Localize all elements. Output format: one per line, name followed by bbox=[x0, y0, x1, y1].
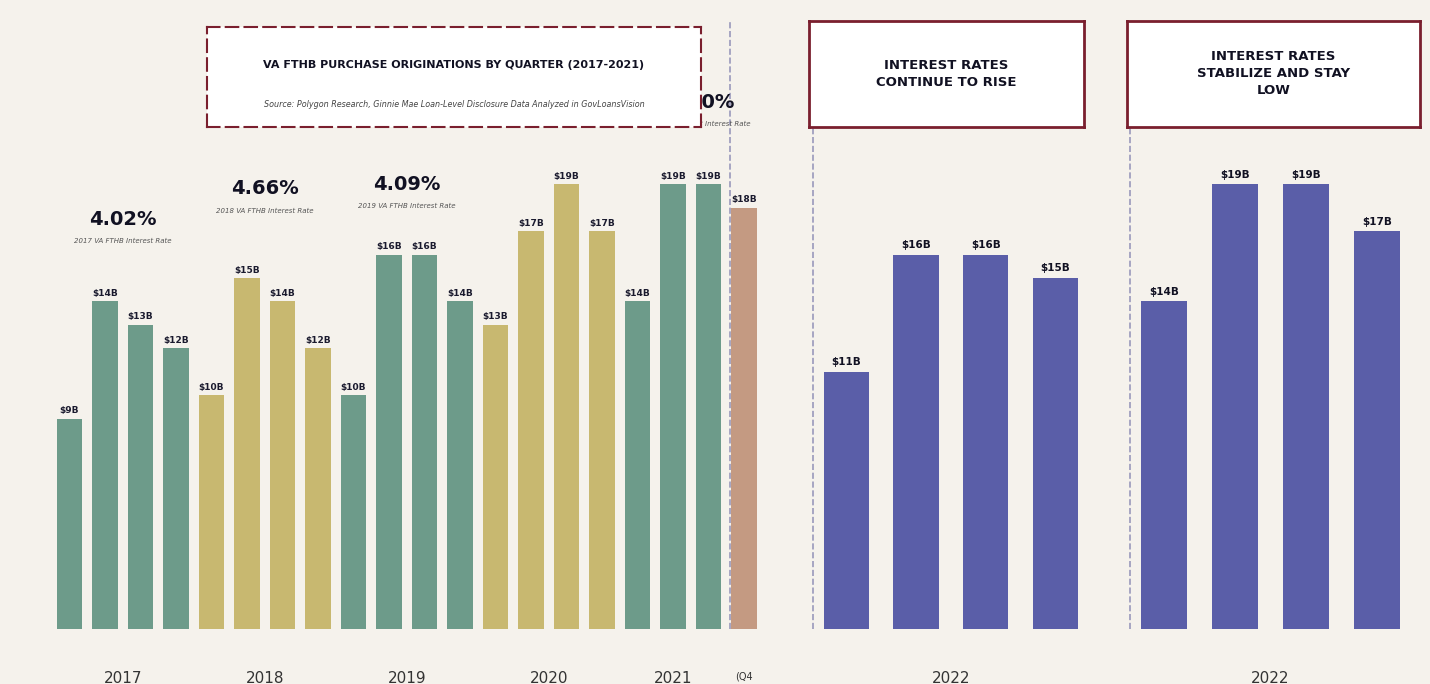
Bar bbox=[695, 185, 721, 629]
Text: INTEREST RATES
CONTINUE TO RISE: INTEREST RATES CONTINUE TO RISE bbox=[877, 59, 1017, 88]
Text: $19B: $19B bbox=[1220, 170, 1250, 180]
Text: (Q4
est): (Q4 est) bbox=[735, 672, 754, 684]
Text: 2021: 2021 bbox=[654, 672, 692, 684]
Text: $16B: $16B bbox=[901, 240, 931, 250]
Bar bbox=[824, 371, 869, 629]
Bar bbox=[1032, 278, 1078, 629]
Bar bbox=[412, 254, 438, 629]
Text: $10B: $10B bbox=[340, 382, 366, 392]
Bar bbox=[1213, 185, 1258, 629]
Text: 2017 VA FTHB Interest Rate: 2017 VA FTHB Interest Rate bbox=[74, 238, 172, 244]
Text: $19B: $19B bbox=[695, 172, 721, 181]
Text: $16B: $16B bbox=[971, 240, 1001, 250]
Text: $19B: $19B bbox=[661, 172, 686, 181]
Bar bbox=[340, 395, 366, 629]
Bar bbox=[731, 208, 756, 629]
Text: $17B: $17B bbox=[518, 219, 543, 228]
Text: $17B: $17B bbox=[589, 219, 615, 228]
Text: $16B: $16B bbox=[412, 242, 438, 251]
Bar bbox=[483, 325, 508, 629]
Text: 2020: 2020 bbox=[529, 672, 568, 684]
Text: $9B: $9B bbox=[60, 406, 79, 415]
Bar bbox=[1141, 302, 1187, 629]
Text: $11B: $11B bbox=[831, 357, 861, 367]
Text: $12B: $12B bbox=[305, 336, 330, 345]
Bar bbox=[448, 302, 473, 629]
Bar bbox=[92, 302, 117, 629]
Bar bbox=[589, 231, 615, 629]
Bar bbox=[199, 395, 225, 629]
Text: $14B: $14B bbox=[448, 289, 473, 298]
Text: 2020 VA FTHB Interest Rate: 2020 VA FTHB Interest Rate bbox=[511, 121, 608, 127]
Text: 2022 VA FTHB Volume:
~$58 Billion: 2022 VA FTHB Volume: ~$58 Billion bbox=[884, 103, 1018, 124]
Text: 2021 VA FTHB Interest Rate: 2021 VA FTHB Interest Rate bbox=[652, 121, 749, 127]
Text: $14B: $14B bbox=[92, 289, 117, 298]
Text: $12B: $12B bbox=[163, 336, 189, 345]
Bar bbox=[661, 185, 685, 629]
Text: 4.66%: 4.66% bbox=[230, 179, 299, 198]
Bar bbox=[127, 325, 153, 629]
Text: INTEREST RATES
STABILIZE AND STAY
LOW: INTEREST RATES STABILIZE AND STAY LOW bbox=[1197, 50, 1350, 97]
Bar bbox=[376, 254, 402, 629]
Text: $19B: $19B bbox=[553, 172, 579, 181]
Text: $13B: $13B bbox=[127, 313, 153, 321]
Text: 2018: 2018 bbox=[246, 672, 285, 684]
Text: 2.90%: 2.90% bbox=[668, 93, 735, 111]
Text: $15B: $15B bbox=[235, 265, 260, 274]
Text: 2019 VA FTHB Interest Rate: 2019 VA FTHB Interest Rate bbox=[358, 203, 455, 209]
Text: $18B: $18B bbox=[731, 196, 756, 205]
Text: $14B: $14B bbox=[270, 289, 296, 298]
Bar bbox=[163, 348, 189, 629]
Text: $19B: $19B bbox=[1291, 170, 1321, 180]
Text: $14B: $14B bbox=[625, 289, 651, 298]
Bar bbox=[894, 254, 938, 629]
Text: $15B: $15B bbox=[1041, 263, 1071, 274]
Bar bbox=[305, 348, 330, 629]
Bar bbox=[1283, 185, 1328, 629]
Bar bbox=[1354, 231, 1400, 629]
Bar bbox=[625, 302, 651, 629]
Text: $17B: $17B bbox=[1361, 217, 1391, 226]
Bar bbox=[57, 419, 83, 629]
Bar bbox=[964, 254, 1008, 629]
Text: $16B: $16B bbox=[376, 242, 402, 251]
Text: 3.12%: 3.12% bbox=[519, 88, 601, 111]
Bar bbox=[270, 302, 295, 629]
Text: 2018 VA FTHB Interest Rate: 2018 VA FTHB Interest Rate bbox=[216, 208, 313, 214]
Text: 4.09%: 4.09% bbox=[373, 175, 440, 194]
Text: $13B: $13B bbox=[482, 313, 508, 321]
Text: 4.02%: 4.02% bbox=[89, 210, 156, 229]
Bar bbox=[518, 231, 543, 629]
Text: 2019: 2019 bbox=[388, 672, 426, 684]
Text: 2022: 2022 bbox=[932, 672, 970, 684]
Text: VA FTHB PURCHASE ORIGINATIONS BY QUARTER (2017-2021): VA FTHB PURCHASE ORIGINATIONS BY QUARTER… bbox=[263, 60, 645, 70]
Text: 2022 VA FTHB Volume:
~$70 Billion: 2022 VA FTHB Volume: ~$70 Billion bbox=[1204, 103, 1337, 124]
Bar bbox=[553, 185, 579, 629]
Text: $14B: $14B bbox=[1150, 287, 1180, 297]
Text: $10B: $10B bbox=[199, 382, 225, 392]
Text: 2017: 2017 bbox=[103, 672, 142, 684]
Bar bbox=[235, 278, 260, 629]
Text: Source: Polygon Research, Ginnie Mae Loan-Level Disclosure Data Analyzed in GovL: Source: Polygon Research, Ginnie Mae Loa… bbox=[263, 101, 645, 109]
Text: 2022: 2022 bbox=[1251, 672, 1290, 684]
